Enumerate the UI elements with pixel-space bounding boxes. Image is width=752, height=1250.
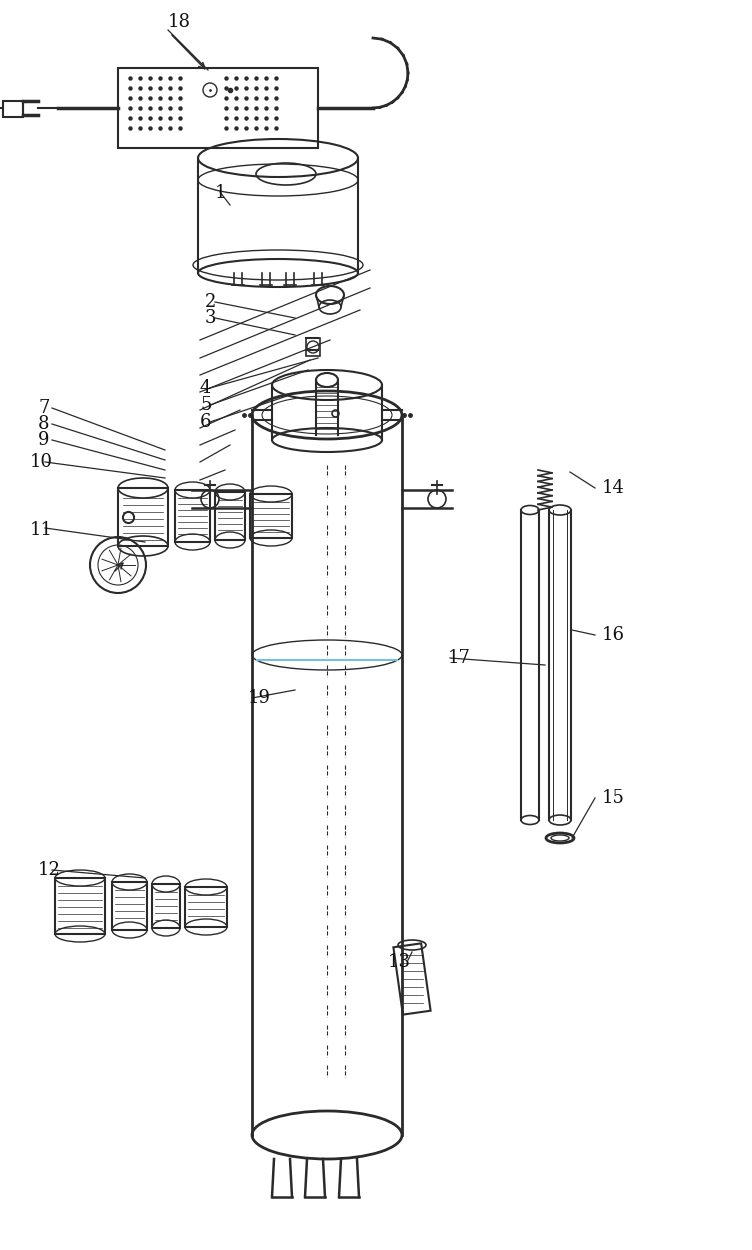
Text: 2: 2	[205, 292, 217, 311]
Text: 19: 19	[248, 689, 271, 707]
Text: 9: 9	[38, 431, 50, 449]
Text: 8: 8	[38, 415, 50, 432]
Bar	[3, 101, 23, 118]
Text: 15: 15	[602, 789, 625, 808]
Text: 10: 10	[30, 452, 53, 471]
Text: 17: 17	[448, 649, 471, 668]
Text: 16: 16	[602, 626, 625, 644]
Bar	[118, 488, 168, 546]
Bar	[112, 882, 147, 930]
Bar	[175, 490, 210, 542]
Bar	[185, 888, 227, 928]
Bar	[55, 878, 105, 934]
Text: 18: 18	[168, 12, 191, 31]
Bar	[393, 944, 431, 1015]
Text: 1: 1	[215, 184, 226, 203]
Text: 14: 14	[602, 479, 625, 498]
Text: 3: 3	[205, 309, 217, 328]
Text: 11: 11	[30, 521, 53, 539]
Text: 13: 13	[388, 952, 411, 971]
Bar	[250, 494, 292, 538]
Bar	[152, 884, 180, 928]
Bar	[215, 492, 245, 540]
Bar	[306, 338, 320, 356]
Text: 7: 7	[38, 399, 50, 418]
Text: 5: 5	[200, 396, 211, 414]
Text: 6: 6	[200, 412, 211, 431]
Text: 4: 4	[200, 379, 211, 398]
Text: 12: 12	[38, 861, 61, 879]
